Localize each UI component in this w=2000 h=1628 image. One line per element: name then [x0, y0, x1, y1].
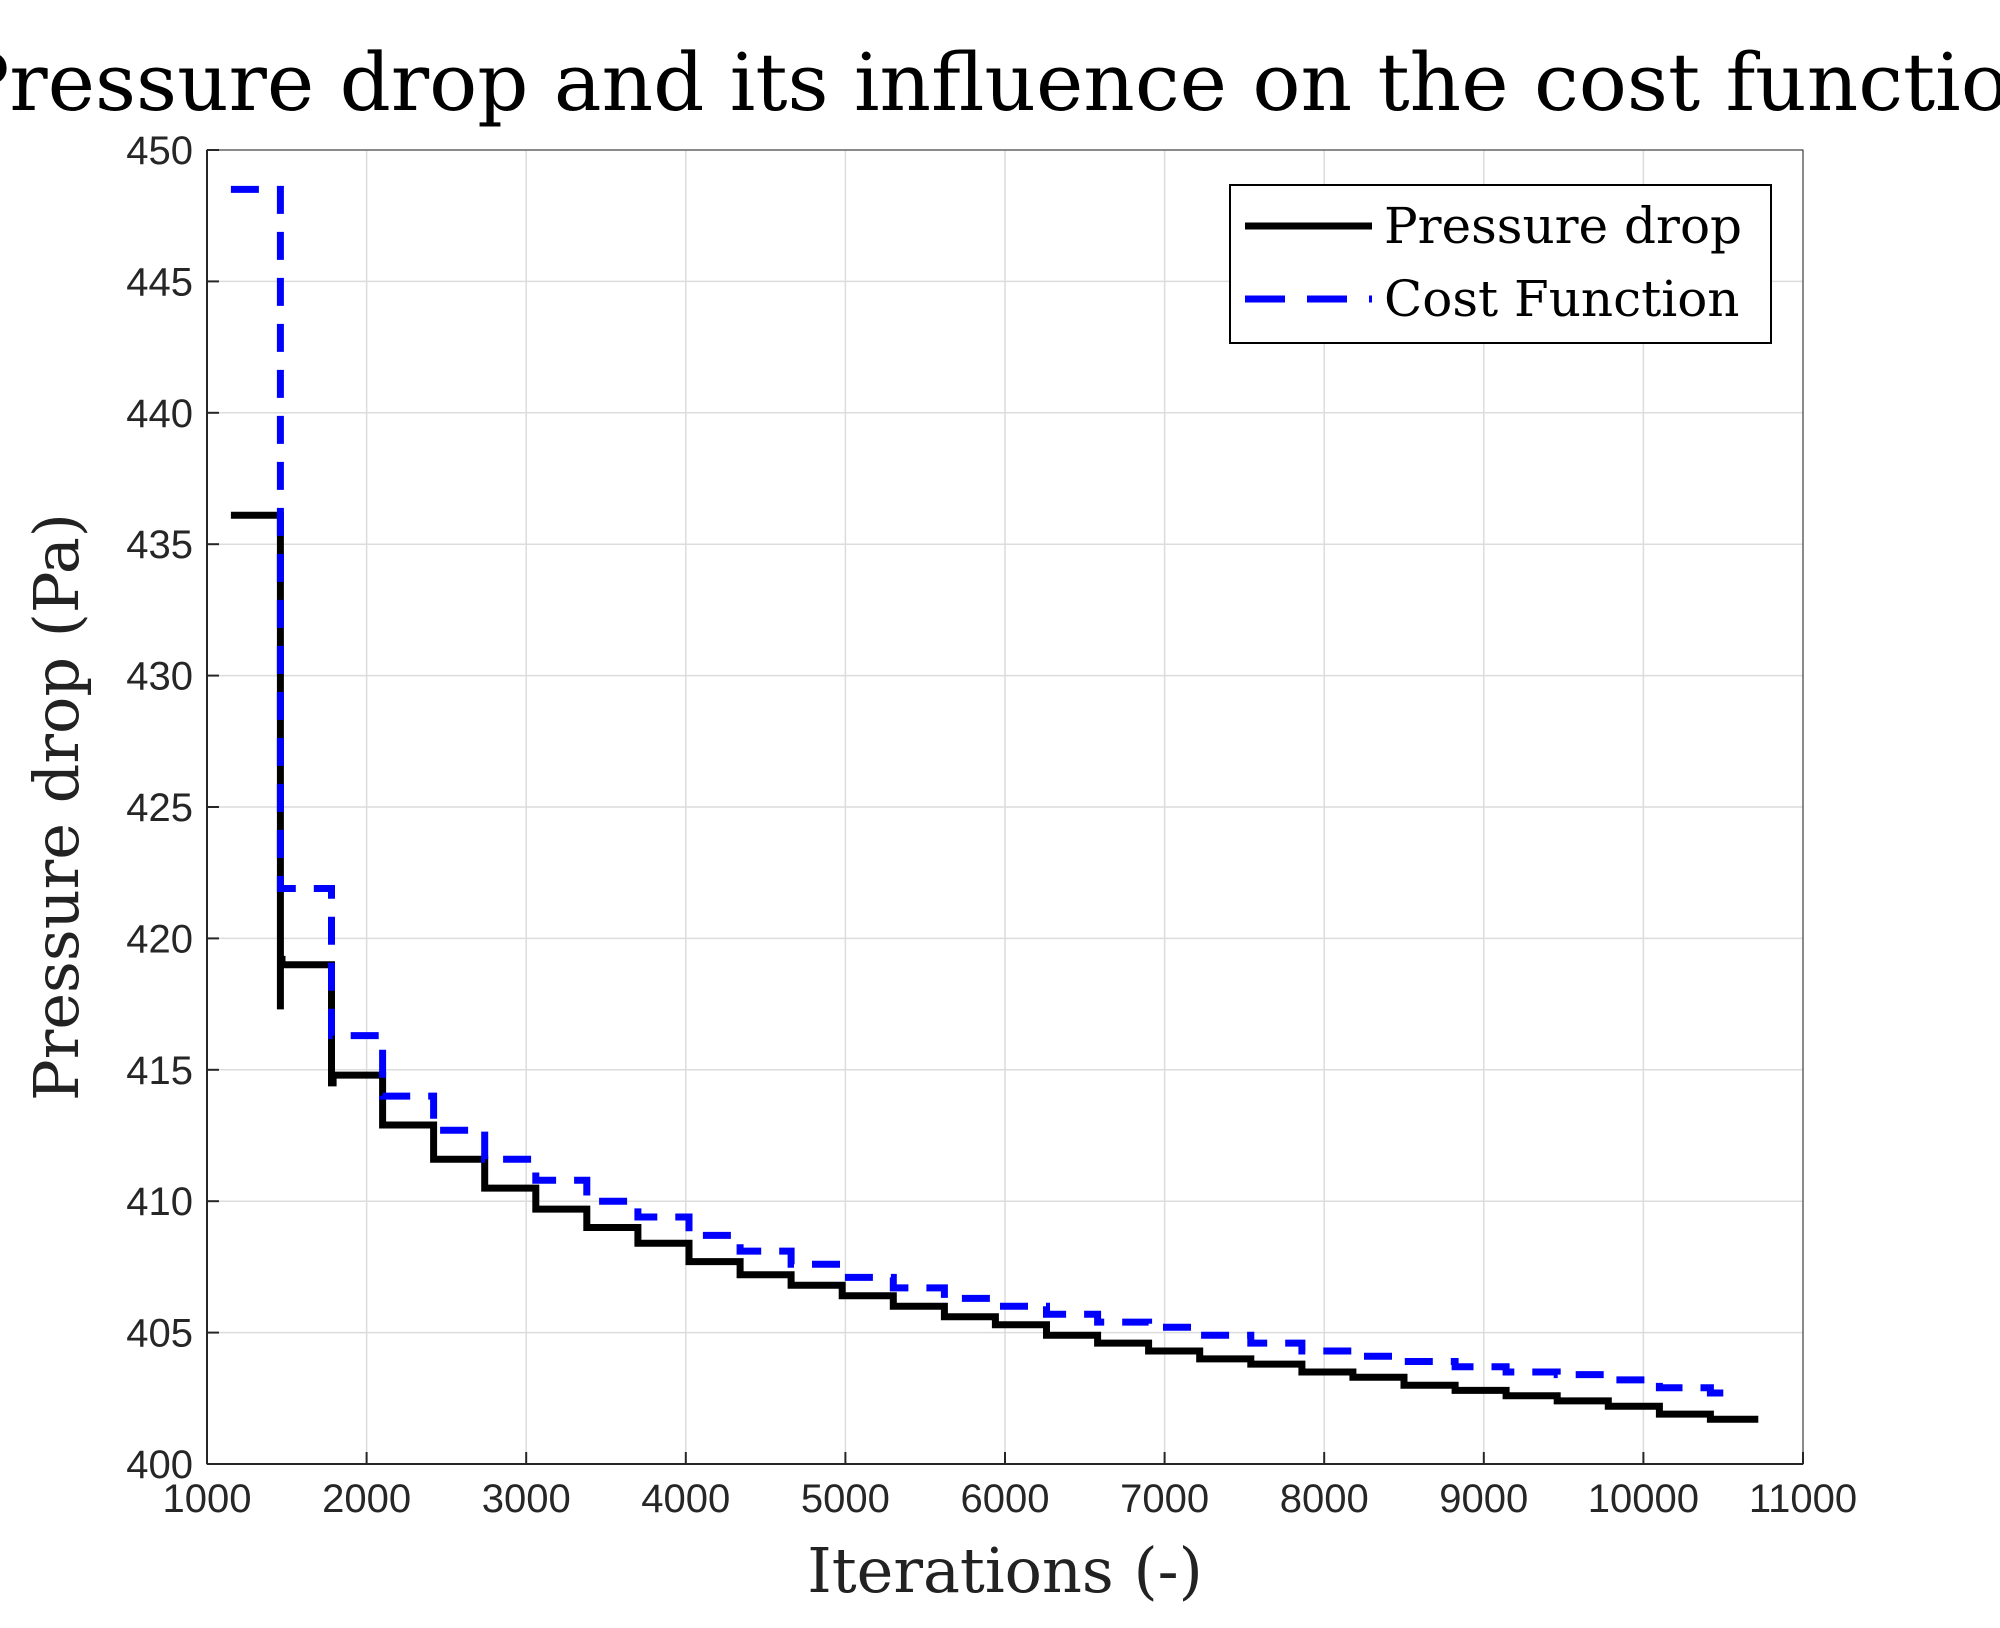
- x-tick-label: 8000: [1280, 1477, 1369, 1521]
- grid: [206, 149, 1804, 1465]
- x-tick-label: 3000: [482, 1477, 571, 1521]
- legend-box: [1229, 184, 1772, 344]
- x-tick-label: 4000: [641, 1477, 730, 1521]
- x-axis-label: Iterations (-): [807, 1534, 1203, 1607]
- series-layer: [230, 185, 1759, 1423]
- y-tick-label: 430: [126, 655, 193, 699]
- legend: Pressure drop Cost Function: [1229, 184, 1772, 344]
- y-tick-label: 435: [126, 523, 193, 567]
- series-line-cost-function: [230, 185, 1727, 1397]
- y-tick-label: 425: [126, 786, 193, 830]
- x-tick-label: 5000: [801, 1477, 890, 1521]
- y-tick-label: 400: [126, 1443, 193, 1487]
- series-line-pressure-drop: [230, 511, 1759, 1423]
- x-tick-label: 9000: [1439, 1477, 1528, 1521]
- x-tick-label: 2000: [322, 1477, 411, 1521]
- y-tick-label: 450: [126, 129, 193, 173]
- y-tick-label: 410: [126, 1180, 193, 1224]
- x-tick-label: 10000: [1588, 1477, 1699, 1521]
- x-tick-label: 1000: [163, 1477, 252, 1521]
- legend-label-cost-function: Cost Function: [1384, 270, 1740, 328]
- y-tick-label: 440: [126, 392, 193, 436]
- y-tick-label: 415: [126, 1049, 193, 1093]
- x-tick-label: 6000: [961, 1477, 1050, 1521]
- x-tick-label: 11000: [1749, 1477, 1857, 1521]
- y-axis-label: Pressure drop (Pa): [20, 513, 93, 1101]
- y-tick-label: 405: [126, 1312, 193, 1356]
- y-tick-label: 445: [126, 260, 193, 304]
- ticks: 1000 2000 3000 4000 5000 6000 7000 8000 9000 1000…: [126, 129, 1857, 1521]
- y-tick-label: 420: [126, 917, 193, 961]
- chart-title: Pressure drop and its influence on the c…: [0, 36, 2000, 129]
- legend-label-pressure-drop: Pressure drop: [1384, 197, 1742, 255]
- x-tick-label: 7000: [1120, 1477, 1209, 1521]
